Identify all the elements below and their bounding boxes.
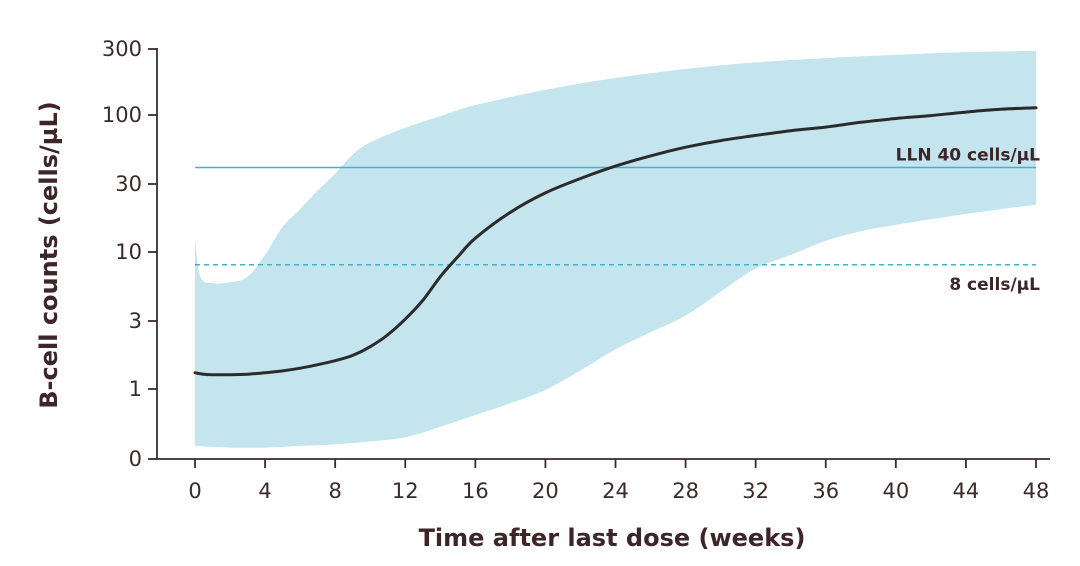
x-tick-label: 8 xyxy=(328,479,341,503)
x-tick-label: 48 xyxy=(1023,479,1050,503)
y-tick-label: 0 xyxy=(129,447,142,471)
x-tick-label: 44 xyxy=(953,479,980,503)
y-tick-label: 100 xyxy=(102,103,142,127)
y-axis-title: B-cell counts (cells/µL) xyxy=(35,101,63,408)
median-line-layer xyxy=(193,106,1038,377)
x-tick-label: 20 xyxy=(532,479,559,503)
y-tick-label: 3 xyxy=(129,309,142,333)
x-tick-label: 12 xyxy=(392,479,419,503)
x-tick-label: 0 xyxy=(188,479,201,503)
median-line xyxy=(193,106,1038,377)
y-tick-label: 30 xyxy=(115,172,142,196)
y-tick-label: 1 xyxy=(129,377,142,401)
x-tick-label: 24 xyxy=(602,479,629,503)
reference-line-label-2: 8 cells/µL xyxy=(949,275,1040,295)
x-tick-label: 40 xyxy=(882,479,909,503)
x-tick-label: 28 xyxy=(672,479,699,503)
x-tick-label: 16 xyxy=(462,479,489,503)
y-tick-label: 300 xyxy=(102,37,142,61)
x-tick-label: 32 xyxy=(742,479,769,503)
x-tick-label: 36 xyxy=(812,479,839,503)
reference-line-label-1: LLN 40 cells/µL xyxy=(896,146,1040,166)
x-tick-label: 4 xyxy=(258,479,271,503)
range-band xyxy=(195,51,1036,448)
range-band-layer xyxy=(195,51,1036,448)
x-axis-title: Time after last dose (weeks) xyxy=(419,524,806,552)
y-tick-label: 10 xyxy=(115,240,142,264)
ref-labels: LLN 40 cells/µL 8 cells/µL xyxy=(896,146,1040,295)
